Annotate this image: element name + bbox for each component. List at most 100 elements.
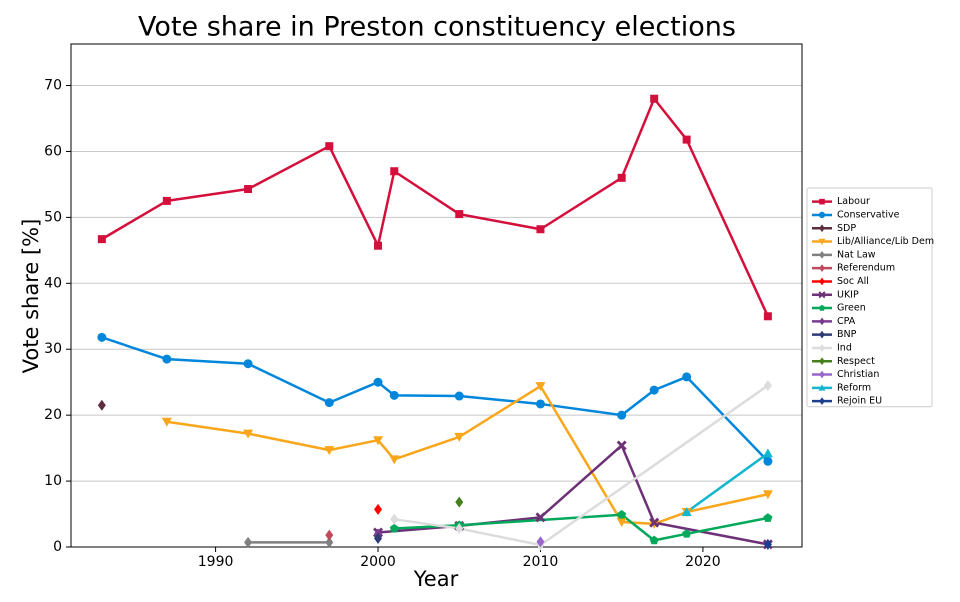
marker [819, 251, 825, 259]
marker [536, 536, 545, 548]
marker [390, 513, 399, 525]
marker [818, 238, 826, 246]
x-tick-label: 1990 [198, 554, 234, 570]
marker [374, 532, 383, 544]
marker [819, 277, 825, 286]
marker [763, 456, 773, 466]
marker [243, 359, 253, 369]
marker [97, 399, 106, 411]
marker [373, 436, 384, 446]
marker [324, 398, 334, 408]
marker [97, 332, 107, 342]
marker [455, 523, 464, 535]
chart-title: Vote share in Preston constituency elect… [138, 12, 736, 43]
marker [244, 185, 253, 194]
x-axis-label: Year [413, 567, 459, 591]
marker [97, 235, 106, 244]
marker [162, 354, 172, 364]
legend-frame [806, 187, 933, 408]
marker [819, 264, 825, 272]
series-line [685, 452, 769, 514]
y-tick-label: 70 [44, 78, 62, 94]
series-line [101, 97, 770, 317]
marker [535, 512, 546, 523]
y-axis-label: Vote share [%] [19, 219, 43, 374]
marker [819, 224, 825, 233]
marker [819, 317, 825, 326]
marker [617, 410, 627, 420]
x-tick-label: 2000 [360, 554, 396, 570]
series-line [166, 384, 769, 526]
marker [818, 211, 826, 219]
marker [536, 225, 545, 234]
marker [162, 196, 171, 205]
legend-label: Ind [837, 342, 852, 353]
marker [244, 536, 253, 548]
marker [454, 391, 464, 401]
marker [819, 330, 825, 339]
x-tick-label: 2010 [523, 554, 559, 570]
marker [617, 173, 626, 182]
marker [535, 399, 545, 409]
marker [374, 503, 383, 515]
y-tick-label: 60 [44, 143, 62, 159]
marker [455, 210, 464, 219]
series-line [394, 384, 769, 547]
y-tick-label: 20 [44, 407, 62, 423]
marker [763, 312, 772, 321]
marker [454, 432, 465, 442]
marker [325, 536, 334, 548]
marker [389, 390, 399, 400]
y-tick-label: 40 [44, 275, 62, 291]
marker [390, 167, 399, 176]
marker [762, 448, 773, 458]
marker [818, 384, 826, 391]
marker [535, 382, 546, 392]
legend-label: SDP [837, 223, 856, 234]
marker [161, 417, 172, 427]
marker [818, 291, 826, 299]
y-tick-label: 30 [44, 341, 62, 357]
plot-frame [70, 43, 803, 548]
marker [682, 529, 692, 538]
legend-label: Rejoin EU [837, 396, 882, 407]
marker [681, 507, 692, 517]
series-line [101, 336, 769, 463]
marker [763, 379, 772, 391]
marker [762, 490, 773, 500]
y-tick-label: 10 [44, 473, 62, 489]
marker [682, 372, 692, 382]
marker [818, 304, 826, 311]
marker [763, 513, 773, 522]
marker [649, 385, 659, 395]
marker [325, 142, 334, 151]
marker [819, 397, 825, 405]
legend-label: Lib/Alliance/Lib Dem [837, 236, 934, 247]
marker [389, 455, 400, 465]
legend-label: Soc All [837, 276, 869, 287]
x-tick-label: 2020 [685, 554, 721, 570]
marker [373, 377, 383, 387]
marker [325, 529, 334, 541]
legend-label: Referendum [837, 263, 895, 274]
marker [455, 496, 464, 508]
marker [649, 535, 659, 545]
marker [763, 538, 772, 550]
legend-label: Respect [837, 356, 875, 367]
legend-label: CPA [837, 316, 856, 327]
legend: Labour Conservative SDP Lib/Alliance/Lib De… [806, 187, 934, 408]
marker [819, 357, 825, 366]
legend-label: Labour [837, 196, 870, 207]
marker [650, 94, 659, 103]
marker [389, 523, 399, 533]
marker [616, 517, 627, 527]
marker [649, 517, 660, 528]
legend-label: Green [837, 303, 866, 314]
legend-label: Conservative [837, 209, 900, 220]
marker [819, 370, 825, 379]
marker [819, 198, 825, 205]
marker [374, 241, 383, 250]
legend-label: Reform [837, 382, 871, 393]
marker [682, 135, 691, 144]
